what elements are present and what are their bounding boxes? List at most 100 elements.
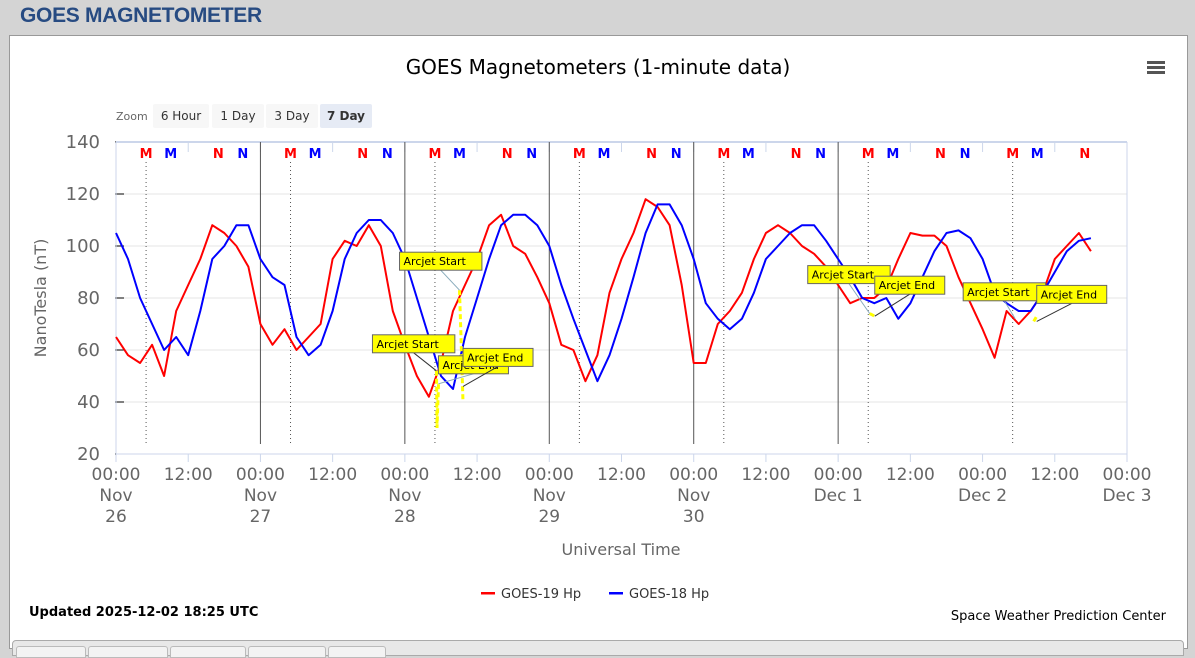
page-header: GOES MAGNETOMETER — [0, 0, 1195, 34]
x-tick-label: Dec 3 — [1102, 486, 1151, 506]
x-tick-label: 12:00 — [453, 465, 502, 485]
marker-m: M — [1031, 147, 1044, 162]
annotation-connector — [413, 352, 437, 372]
marker-n: N — [213, 147, 224, 162]
annotation-connector — [438, 373, 474, 385]
marker-m: M — [284, 147, 297, 162]
zoom-button-1-day[interactable]: 1 Day — [212, 104, 264, 128]
chart-title: GOES Magnetometers (1-minute data) — [406, 55, 791, 79]
zoom-button-label: 7 Day — [327, 109, 365, 123]
marker-n: N — [526, 147, 537, 162]
zoom-button-bg — [266, 104, 318, 128]
marker-n: N — [357, 147, 368, 162]
x-tick-label: 29 — [538, 507, 560, 527]
x-tick-label: 00:00 — [958, 465, 1007, 485]
x-tick-label: 12:00 — [1030, 465, 1079, 485]
x-tick-label: 12:00 — [597, 465, 646, 485]
annotation-box — [807, 265, 891, 285]
zoom-button-bg — [212, 104, 264, 128]
series-line-goes-19-hp[interactable] — [115, 198, 1092, 398]
annotation-text: Arcjet Start — [812, 269, 875, 282]
x-tick-label: 30 — [683, 507, 705, 527]
y-tick-label: 80 — [77, 288, 100, 309]
y-tick-label: 60 — [77, 340, 100, 361]
marker-m: M — [717, 147, 730, 162]
credit-text[interactable]: Space Weather Prediction Center — [951, 609, 1167, 624]
annotation-connector — [462, 365, 499, 387]
zoom-button-label: 6 Hour — [161, 109, 201, 123]
marker-m: M — [453, 147, 466, 162]
annotation-connector — [1003, 300, 1016, 320]
annotation-label: Arcjet Start — [399, 251, 483, 291]
arcjet-segment — [435, 370, 440, 429]
marker-n: N — [646, 147, 657, 162]
series-line-goes-18-hp[interactable] — [115, 203, 1092, 390]
annotation-box — [462, 347, 534, 367]
x-tick-label: 00:00 — [236, 465, 285, 485]
x-axis-title: Universal Time — [561, 540, 680, 559]
zoom-button-bg — [320, 104, 372, 128]
marker-n: N — [502, 147, 513, 162]
x-tick-label: 28 — [394, 507, 416, 527]
zoom-button-3-day[interactable]: 3 Day — [266, 104, 318, 128]
annotation-label: Arcjet End — [1036, 284, 1108, 322]
annotation-box — [874, 275, 946, 295]
x-tick-label: 00:00 — [380, 465, 429, 485]
marker-m: M — [164, 147, 177, 162]
x-tick-label: 00:00 — [1103, 465, 1152, 485]
x-tick-label: 00:00 — [669, 465, 718, 485]
zoom-label: Zoom — [116, 110, 148, 123]
zoom-button-7-day[interactable]: 7 Day — [320, 104, 372, 128]
legend-item-goes18[interactable]: GOES-18 Hp — [609, 587, 709, 602]
annotation-text: Arcjet Start — [404, 255, 467, 268]
zoom-button-6-hour[interactable]: 6 Hour — [153, 104, 209, 128]
y-axis-title: NanoTesla (nT) — [31, 239, 50, 358]
x-tick-label: Nov — [244, 486, 277, 506]
annotation-box — [371, 334, 456, 354]
x-tick-label: 12:00 — [164, 465, 213, 485]
hamburger-menu-icon[interactable] — [1147, 61, 1165, 74]
marker-m: M — [140, 147, 153, 162]
marker-m: M — [742, 147, 755, 162]
chart-panel — [9, 35, 1188, 649]
annotation-text: Arcjet End — [1041, 288, 1097, 301]
marker-m: M — [1006, 147, 1019, 162]
x-tick-label: 27 — [250, 507, 272, 527]
legend-label-goes19: GOES-19 Hp — [501, 587, 581, 602]
legend-swatch-goes18 — [609, 592, 623, 595]
annotation-label: Arcjet Start — [962, 282, 1047, 320]
marker-n: N — [1079, 147, 1090, 162]
marker-n: N — [960, 147, 971, 162]
marker-n: N — [815, 147, 826, 162]
marker-m: M — [309, 147, 322, 162]
y-tick-label: 20 — [77, 444, 100, 465]
arcjet-segment — [458, 290, 465, 403]
marker-m: M — [573, 147, 586, 162]
x-tick-label: Nov — [533, 486, 566, 506]
annotation-label: Arcjet End — [462, 347, 534, 387]
legend-label-goes18: GOES-18 Hp — [629, 587, 709, 602]
arcjet-segment — [1032, 315, 1038, 323]
zoom-button-label: 3 Day — [274, 109, 309, 123]
annotation-label: Arcjet Start — [807, 265, 891, 314]
marker-n: N — [791, 147, 802, 162]
x-tick-label: Nov — [677, 486, 710, 506]
annotation-connector — [440, 269, 460, 291]
legend-item-goes19[interactable]: GOES-19 Hp — [481, 587, 581, 602]
annotation-label: Arcjet End — [874, 275, 946, 317]
marker-n: N — [382, 147, 393, 162]
x-tick-label: 00:00 — [525, 465, 574, 485]
marker-n: N — [935, 147, 946, 162]
y-tick-label: 140 — [66, 132, 100, 153]
annotation-label: Arcjet Start — [371, 334, 456, 372]
marker-m: M — [886, 147, 899, 162]
x-tick-label: 12:00 — [308, 465, 357, 485]
annotation-box — [399, 251, 483, 271]
x-tick-label: 00:00 — [92, 465, 141, 485]
annotation-text: Arcjet Start — [967, 286, 1030, 299]
x-tick-label: 26 — [105, 507, 127, 527]
x-tick-label: 12:00 — [741, 465, 790, 485]
marker-n: N — [671, 147, 682, 162]
marker-m: M — [862, 147, 875, 162]
